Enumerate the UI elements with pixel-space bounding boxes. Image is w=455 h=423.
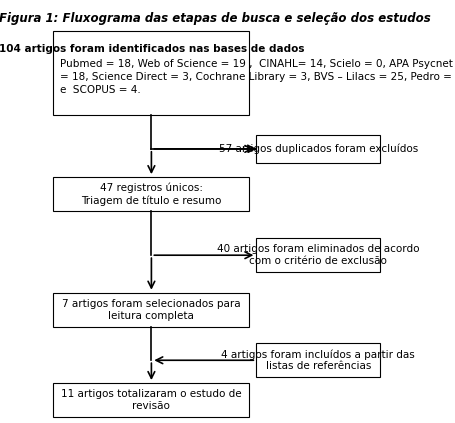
- Text: 11 artigos totalizaram o estudo de
revisão: 11 artigos totalizaram o estudo de revis…: [61, 390, 242, 411]
- Bar: [53, 293, 249, 327]
- Text: Figura 1: Fluxograma das etapas de busca e seleção dos estudos: Figura 1: Fluxograma das etapas de busca…: [0, 12, 431, 25]
- Text: 104 artigos foram identificados nas bases de dados: 104 artigos foram identificados nas base…: [0, 44, 304, 54]
- Bar: [256, 343, 380, 377]
- Text: 4 artigos foram incluídos a partir das
listas de referências: 4 artigos foram incluídos a partir das l…: [221, 349, 415, 371]
- Bar: [53, 383, 249, 418]
- Text: Pubmed = 18, Web of Science = 19 ,  CINAHL= 14, Scielo = 0, APA Psycnet
= 18, Sc: Pubmed = 18, Web of Science = 19 , CINAH…: [60, 59, 455, 95]
- Bar: [53, 31, 249, 115]
- Text: 47 registros únicos:
Triagem de título e resumo: 47 registros únicos: Triagem de título e…: [81, 183, 222, 206]
- Bar: [53, 177, 249, 212]
- Text: 57 artigos duplicados foram excluídos: 57 artigos duplicados foram excluídos: [218, 144, 418, 154]
- Text: 7 artigos foram selecionados para
leitura completa: 7 artigos foram selecionados para leitur…: [62, 299, 241, 321]
- Bar: [256, 238, 380, 272]
- Bar: [256, 135, 380, 163]
- Text: 40 artigos foram eliminados de acordo
com o critério de exclusão: 40 artigos foram eliminados de acordo co…: [217, 244, 420, 266]
